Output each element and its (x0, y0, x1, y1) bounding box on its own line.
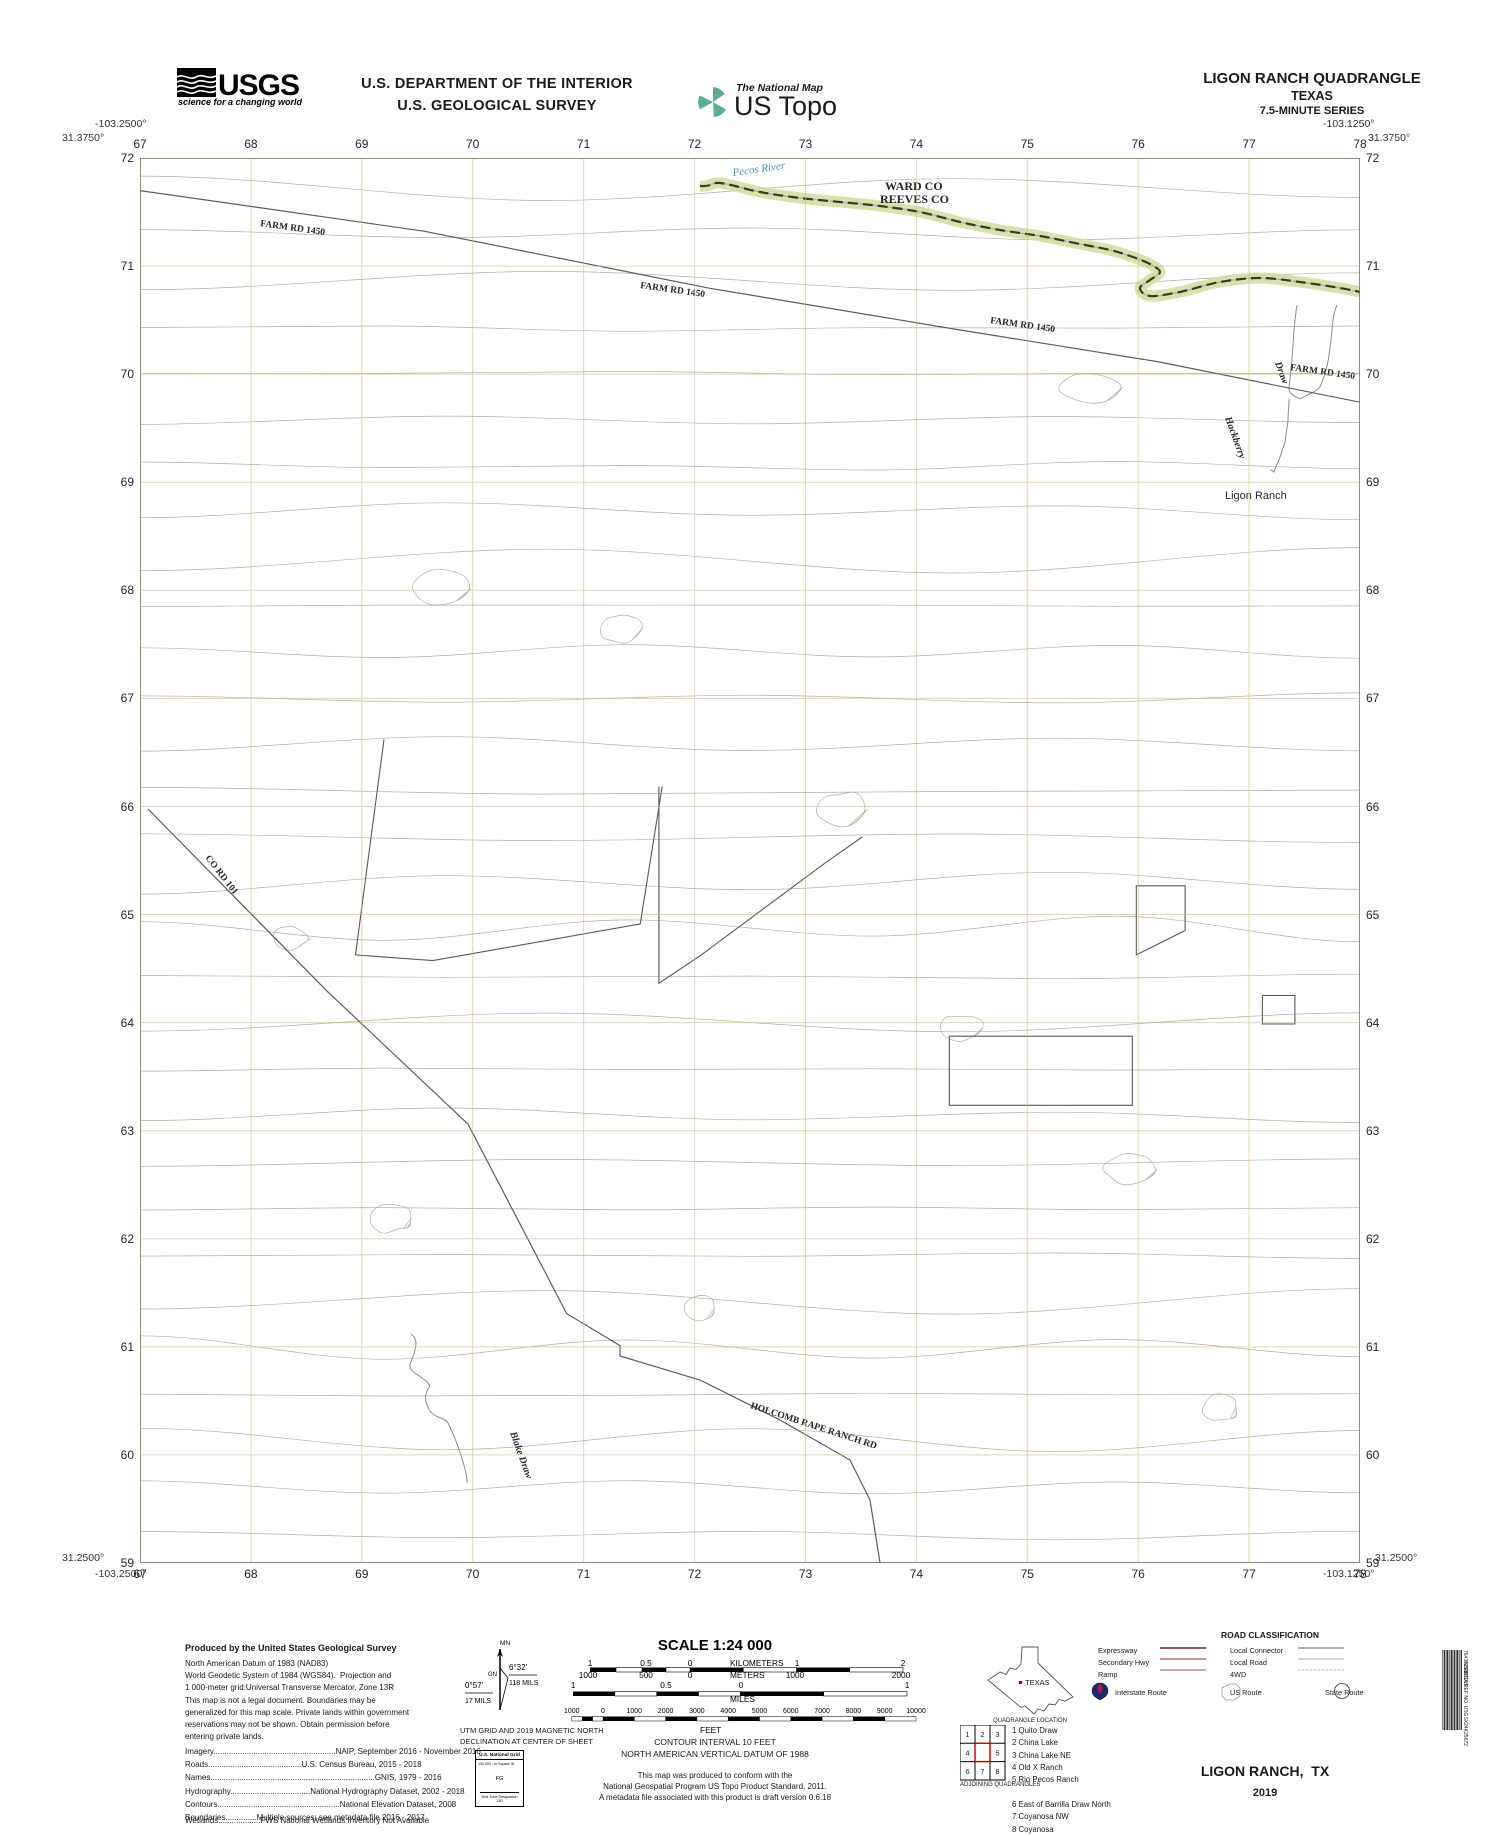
svg-text:1000: 1000 (627, 1708, 643, 1715)
svg-text:8000: 8000 (846, 1708, 862, 1715)
svg-text:4: 4 (965, 1749, 969, 1758)
svg-text:1: 1 (905, 1680, 910, 1690)
svg-text:1: 1 (571, 1680, 576, 1690)
svg-text:5000: 5000 (752, 1708, 768, 1715)
svg-text:2000: 2000 (892, 1670, 911, 1680)
svg-text:3000: 3000 (689, 1708, 705, 1715)
svg-text:4000: 4000 (720, 1708, 736, 1715)
svg-text:1: 1 (795, 1658, 800, 1668)
svg-text:8: 8 (995, 1767, 999, 1776)
svg-text:FARM RD 1450: FARM RD 1450 (260, 219, 326, 238)
svg-text:2: 2 (901, 1658, 906, 1668)
svg-text:science for a changing world: science for a changing world (178, 97, 303, 107)
svg-text:0: 0 (601, 1708, 605, 1715)
svg-text:FEET: FEET (700, 1725, 721, 1735)
svg-text:0: 0 (739, 1680, 744, 1690)
svg-text:Hackberry: Hackberry (1222, 414, 1248, 460)
svg-text:0: 0 (688, 1658, 693, 1668)
svg-text:1: 1 (588, 1658, 593, 1668)
svg-text:NGA REF NO. USGSX24K25672: NGA REF NO. USGSX24K25672 (1462, 1672, 1468, 1746)
svg-text:9000: 9000 (877, 1708, 893, 1715)
svg-text:1000: 1000 (579, 1670, 598, 1680)
svg-text:HOLCOMB RAPE RANCH RD: HOLCOMB RAPE RANCH RD (749, 1401, 878, 1451)
svg-text:5: 5 (995, 1749, 999, 1758)
svg-text:1000: 1000 (564, 1708, 580, 1715)
svg-text:0: 0 (688, 1670, 693, 1680)
svg-text:Draw: Draw (1272, 359, 1291, 385)
svg-text:KILOMETERS: KILOMETERS (730, 1658, 784, 1668)
svg-text:METERS: METERS (730, 1670, 765, 1680)
svg-text:0.5: 0.5 (640, 1658, 652, 1668)
svg-text:500: 500 (639, 1670, 653, 1680)
svg-text:FARM RD 1450: FARM RD 1450 (990, 316, 1056, 335)
svg-text:Pecos River: Pecos River (731, 160, 787, 179)
svg-text:WARD CO: WARD CO (885, 179, 943, 193)
svg-text:10000: 10000 (906, 1708, 926, 1715)
svg-text:Ligon Ranch: Ligon Ranch (1225, 490, 1287, 502)
svg-text:0.5: 0.5 (660, 1680, 672, 1690)
svg-text:6000: 6000 (783, 1708, 799, 1715)
svg-text:REEVES CO: REEVES CO (880, 192, 949, 206)
svg-text:7: 7 (980, 1767, 984, 1776)
svg-text:7000: 7000 (814, 1708, 830, 1715)
svg-text:6: 6 (965, 1767, 969, 1776)
svg-text:2000: 2000 (658, 1708, 674, 1715)
svg-text:1000: 1000 (786, 1670, 805, 1680)
svg-text:FARM RD 1450: FARM RD 1450 (640, 281, 706, 300)
